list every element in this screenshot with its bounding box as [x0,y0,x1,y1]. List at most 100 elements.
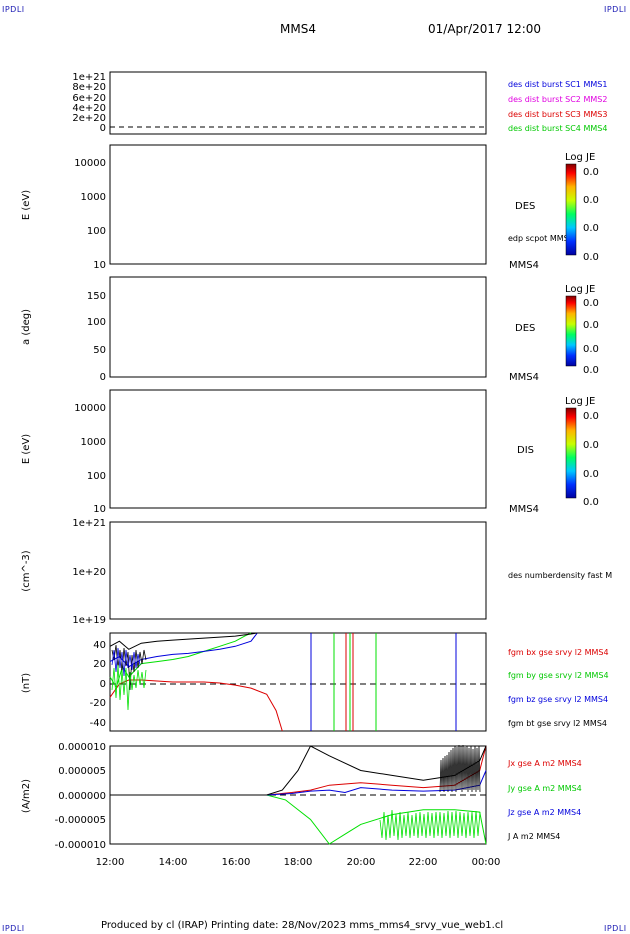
p1-ytick-5: 0 [100,123,106,134]
panel-1-frame [109,71,487,135]
p1-ytick-3: 4e+20 [72,103,106,114]
p7-ylabel: (A/m2) [21,779,32,813]
cb3-tick-2: 0.0 [583,469,599,480]
corner-logo-bottom-right: IPDLI [604,924,627,933]
p6-series-line-3 [109,632,258,650]
p7-series-line-3 [110,745,487,796]
cb3-tick-3: 0.0 [583,497,599,508]
p3-ytick-2: 50 [93,345,106,356]
cb3-bar [565,407,577,499]
p4-bottom-label: MMS4 [509,504,539,515]
cb2-tick-2: 0.0 [583,344,599,355]
cb2-tick-1: 0.0 [583,320,599,331]
p2-ytick-2: 100 [87,226,106,237]
p6-ytick-4: -40 [90,718,106,729]
xtick-1: 14:00 [159,857,188,868]
p1-ytick-2: 6e+20 [72,93,106,104]
cb2-tick-0: 0.0 [583,298,599,309]
cb1-tick-0: 0.0 [583,167,599,178]
corner-logo-bottom-left: IPDLI [2,924,25,933]
p6-legend-by: fgm by gse srvy l2 MMS4 [508,671,609,680]
p6-series-line-2 [109,632,258,668]
panel-4-frame [109,389,487,509]
p6-legend-bx: fgm bx gse srvy l2 MMS4 [508,648,609,657]
p7-ytick-1: 0.000005 [58,766,106,777]
p6-bz-noise [111,647,141,677]
xtick-5: 22:00 [409,857,438,868]
xtick-6: 00:00 [472,857,501,868]
p2-bottom-label: MMS4 [509,260,539,271]
xtick-3: 18:00 [284,857,313,868]
cb3-tick-0: 0.0 [583,411,599,422]
panel-6-frame [109,632,487,732]
p5-legend: des numberdensity fast M [508,571,612,580]
p4-label: DIS [517,445,534,456]
p6-legend-bt: fgm bt gse srvy l2 MMS4 [508,719,607,728]
p3-ytick-1: 100 [87,317,106,328]
p3-bottom-label: MMS4 [509,372,539,383]
p1-legend-mms4: des dist burst SC4 MMS4 [508,124,607,133]
p2-label: DES [515,201,535,212]
p5-ytick-1: 1e+20 [72,567,106,578]
p3-ylabel: a (deg) [21,309,32,345]
p4-ytick-3: 10 [93,504,106,515]
p6-ytick-0: 40 [93,640,106,651]
corner-logo-top-left: IPDLI [2,5,25,14]
p2-overlay-label: edp scpot MMS4 [508,234,574,243]
p7-legend-jz: Jz gse A m2 MMS4 [507,808,581,817]
p3-ytick-0: 150 [87,291,106,302]
p7-jy-texture [379,809,481,841]
p1-legend-mms3: des dist burst SC3 MMS3 [508,110,607,119]
cb2-bar [565,295,577,367]
p5-ytick-2: 1e+19 [72,615,106,626]
p4-ylabel: E (eV) [21,434,32,464]
xtick-0: 12:00 [96,857,125,868]
p1-legend-mms1: des dist burst SC1 MMS1 [508,80,607,89]
p7-ytick-0: 0.000010 [58,742,106,753]
p7-legend-jx: Jx gse A m2 MMS4 [507,759,582,768]
p4-ytick-2: 100 [87,471,106,482]
corner-logo-top-right: IPDLI [604,5,627,14]
p7-series-line-1 [110,794,487,845]
p1-ytick-4: 2e+20 [72,113,106,124]
p1-ytick-0: 1e+21 [72,72,106,83]
p7-legend-jy: Jy gse A m2 MMS4 [507,784,582,793]
cb1-bar [565,163,577,256]
p1-ytick-1: 8e+20 [72,82,106,93]
p7-ytick-2: 0.000000 [58,791,106,802]
xtick-2: 16:00 [222,857,251,868]
footer-text: Produced by cl (IRAP) Printing date: 28/… [101,920,504,931]
cb2-tick-3: 0.0 [583,365,599,376]
xtick-4: 20:00 [347,857,376,868]
p2-ytick-3: 10 [93,260,106,271]
p6-by-noise [111,664,147,711]
p7-legend-j: J A m2 MMS4 [507,832,560,841]
cb1-tick-2: 0.0 [583,223,599,234]
cb2-title: Log JE [565,284,595,295]
p1-legend-mms2: des dist burst SC2 MMS2 [508,95,607,104]
cb3-tick-1: 0.0 [583,440,599,451]
p3-label: DES [515,323,535,334]
p6-ytick-3: -20 [90,698,106,709]
p2-ytick-0: 10000 [74,158,106,169]
p6-ylabel: (nT) [21,673,32,693]
p7-ytick-4: -0.000010 [55,840,106,851]
p6-bt-noise [111,644,147,691]
panel-2-frame [109,144,487,265]
spacecraft-title: MMS4 [280,22,316,36]
cb1-tick-3: 0.0 [583,252,599,263]
p6-ytick-2: 0 [100,679,106,690]
p7-ytick-3: -0.000005 [55,815,106,826]
panel-3-frame [109,276,487,378]
p5-ylabel: (cm^-3) [21,550,32,591]
cb1-tick-1: 0.0 [583,195,599,206]
cb3-title: Log JE [565,396,595,407]
p4-ytick-1: 1000 [81,437,106,448]
p6-ytick-1: 20 [93,659,106,670]
date-title: 01/Apr/2017 12:00 [428,22,542,36]
p3-ytick-3: 0 [100,372,106,383]
p4-ytick-0: 10000 [74,403,106,414]
p7-j-texture [439,744,481,793]
p6-series [109,632,283,732]
